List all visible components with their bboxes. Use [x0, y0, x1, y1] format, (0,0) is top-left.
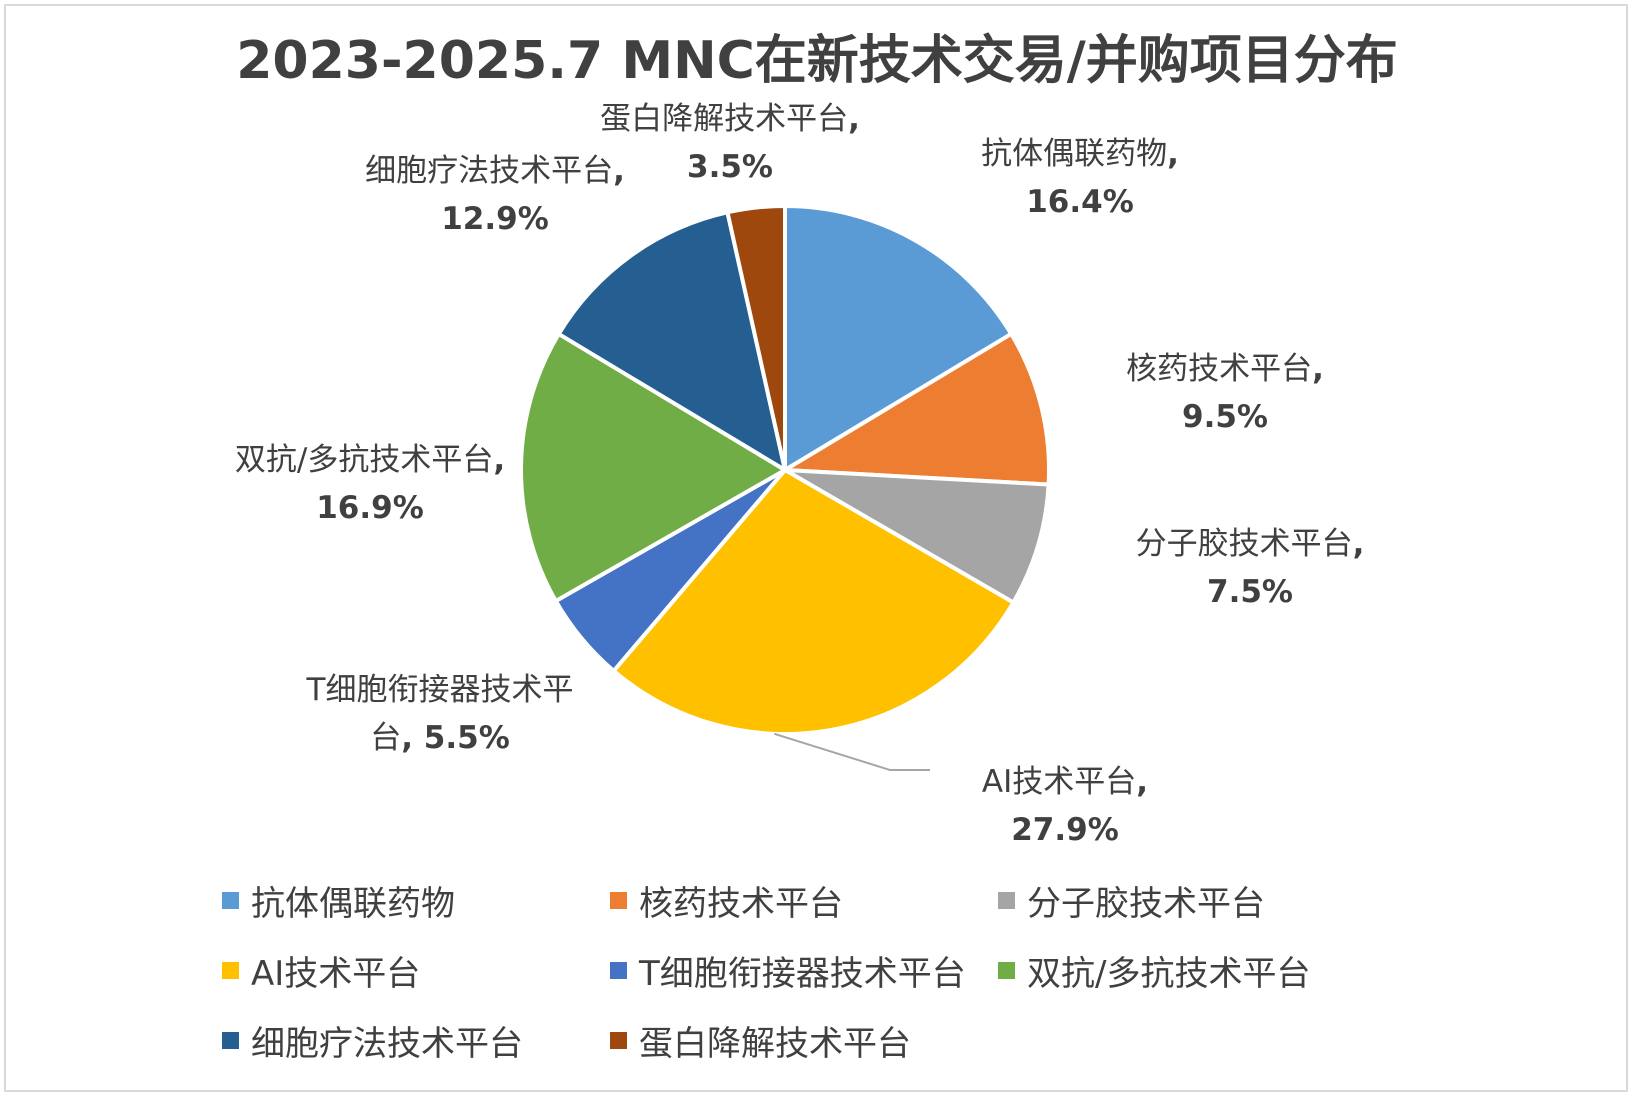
- data-label-category: 蛋白降解技术平台: [600, 101, 849, 137]
- data-label-value: 7.5%: [1207, 574, 1293, 610]
- data-label-cell-therapy: 细胞疗法技术平台, 12.9%: [365, 153, 625, 237]
- pie-slice-ai: [611, 468, 1016, 736]
- data-label-value: 12.9%: [441, 201, 549, 237]
- legend-item: AI技术平台: [222, 935, 420, 1005]
- legend-label: 蛋白降解技术平台: [639, 1023, 911, 1064]
- legend-swatch: [998, 891, 1015, 909]
- legend-item: 分子胶技术平台: [998, 865, 1265, 935]
- data-label-category: 细胞疗法技术平台: [365, 153, 614, 189]
- legend-item: T细胞衔接器技术平台: [610, 935, 966, 1005]
- legend-label: 分子胶技术平台: [1027, 883, 1265, 924]
- legend-label: T细胞衔接器技术平台: [639, 953, 966, 994]
- data-label-category: AI技术平台: [981, 764, 1137, 800]
- data-label-category: 双抗/多抗技术平台: [234, 442, 494, 478]
- legend-label: 双抗/多抗技术平台: [1027, 953, 1311, 994]
- legend-swatch: [610, 1031, 627, 1049]
- legend-item: 细胞疗法技术平台: [222, 1005, 523, 1075]
- legend-label: 细胞疗法技术平台: [251, 1023, 523, 1064]
- data-label-category: 分子胶技术平台: [1135, 526, 1353, 562]
- legend-swatch: [222, 1031, 239, 1049]
- pie-slice-cell-therapy: [556, 210, 787, 472]
- legend-item: 抗体偶联药物: [222, 865, 455, 935]
- data-label-protein-degradation: 蛋白降解技术平台, 3.5%: [600, 101, 860, 185]
- chart-title: 2023-2025.7 MNC在新技术交易/并购项目分布: [236, 31, 1398, 91]
- data-label-category: T细胞衔接器技术平台: [306, 672, 574, 756]
- pie-slice-adc: [783, 204, 1014, 472]
- data-label-radiopharma: 核药技术平台, 9.5%: [1126, 351, 1324, 435]
- data-label-bispecific: 双抗/多抗技术平台, 16.9%: [234, 442, 506, 526]
- data-label-molecular-glue: 分子胶技术平台, 7.5%: [1135, 526, 1365, 610]
- legend-item: 核药技术平台: [610, 865, 843, 935]
- pie-slice-radiopharma: [783, 331, 1051, 487]
- legend-swatch: [610, 891, 627, 909]
- legend-swatch: [998, 961, 1015, 979]
- data-label-ai: AI技术平台, 27.9%: [981, 764, 1149, 848]
- data-label-adc: 抗体偶联药物, 16.4%: [981, 136, 1179, 220]
- legend-label: AI技术平台: [251, 953, 421, 994]
- legend-item: 双抗/多抗技术平台: [998, 935, 1310, 1005]
- data-label-category: 抗体偶联药物: [981, 136, 1168, 172]
- data-label-category: 核药技术平台: [1126, 351, 1313, 387]
- legend-label: 核药技术平台: [639, 883, 843, 924]
- data-label-value: 5.5%: [423, 720, 510, 756]
- data-label-t-cell-engager: T细胞衔接器技术平台, 5.5%: [306, 672, 574, 756]
- legend-item: 蛋白降解技术平台: [610, 1005, 911, 1075]
- legend-label: 抗体偶联药物: [251, 883, 455, 924]
- data-label-value: 9.5%: [1182, 399, 1268, 435]
- data-label-value: 3.5%: [687, 149, 773, 185]
- leader-line: [774, 732, 930, 771]
- pie-slice-protein-degradation: [725, 204, 787, 472]
- data-label-value: 27.9%: [1011, 812, 1119, 848]
- data-label-value: 16.4%: [1026, 184, 1134, 220]
- data-label-value: 16.9%: [316, 490, 424, 526]
- legend-swatch: [222, 961, 239, 979]
- pie-slice-bispecific: [519, 331, 787, 604]
- chart-frame: [4, 4, 1628, 1092]
- pie-slice-molecular-glue: [783, 468, 1051, 605]
- legend-swatch: [610, 961, 627, 979]
- legend-swatch: [222, 891, 239, 909]
